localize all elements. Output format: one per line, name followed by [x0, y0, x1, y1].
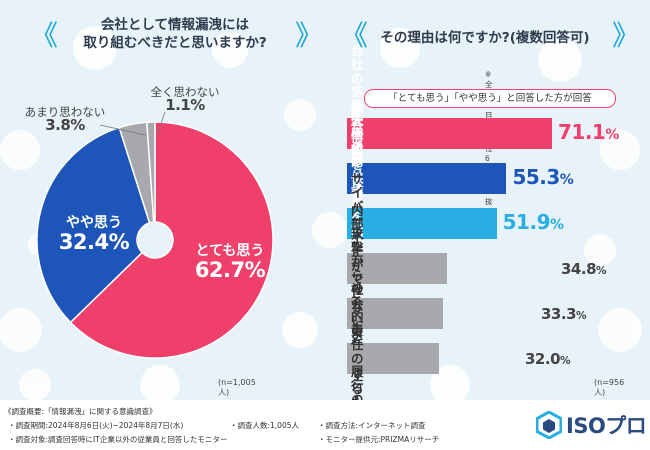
leader-line-mattaku	[156, 111, 166, 136]
pie-label-mattaku-name: 全く思わない	[150, 85, 220, 99]
bar-value-internal: 33.3%	[541, 305, 587, 323]
footer-title: 《調査概要:「情報漏洩」に関する意識調査》	[4, 407, 157, 416]
bar-value-unit: %	[596, 265, 607, 277]
pie-label-yaya: やや思う 32.4%	[44, 216, 144, 253]
left-question-title: 会社として情報漏洩には 取り組むべきだと思いますか?	[60, 17, 290, 53]
pie-label-mattaku: 全く思わない 1.1%	[140, 86, 230, 114]
bar-value-number: 32.0	[525, 350, 561, 368]
footer-period: ・調査期間:2024年8月6日(火)~2024年8月7日(水)	[8, 421, 184, 430]
pie-label-amari-name: あまり思わない	[24, 105, 106, 119]
left-question-line2: 取り組むべきだと思いますか?	[83, 34, 267, 51]
answer-condition-badge: 「とても思う」「やや思う」と回答した方が回答	[364, 89, 616, 108]
hexagon-logo-icon	[536, 411, 562, 439]
pie-slice-totemo	[69, 121, 274, 359]
bar-value-unit: %	[559, 172, 574, 188]
pie-label-totemo-name: とても思う	[195, 243, 265, 259]
bar-social	[347, 343, 440, 374]
bar-cyber	[347, 253, 448, 284]
right-panel-right-bracket-icon: 》	[612, 19, 641, 52]
pie-label-yaya-value: 32.4%	[58, 229, 130, 254]
pie-label-totemo-value: 62.7%	[194, 257, 266, 282]
right-sample-note: (n=956人)	[594, 378, 625, 397]
bar-value-customer: 55.3%	[512, 165, 573, 189]
bar-value-number: 34.8	[561, 260, 597, 278]
right-bracket-deco-icon: 》	[295, 19, 324, 52]
bar-value-social: 32.0%	[525, 350, 571, 368]
bar-value-unit: %	[576, 310, 587, 322]
bar-value-unit: %	[550, 217, 564, 233]
left-sample-note: (n=1,005人)	[218, 378, 256, 397]
footer-provider: ・モニター提供元:PRIZMAリサーチ	[318, 435, 440, 444]
left-bracket-deco-icon: 《	[30, 19, 59, 52]
bar-label-social: 社会的責任の履行のため	[351, 283, 364, 434]
bar-value-unit: %	[560, 355, 571, 367]
right-question-title: その理由は何ですか?(複数回答可)	[380, 30, 590, 46]
bar-value-number: 71.1	[558, 120, 606, 144]
bar-value-trust: 71.1%	[558, 120, 619, 144]
bar-legal	[347, 208, 497, 239]
pie-slice-yaya	[36, 126, 151, 324]
pie-label-totemo: とても思う 62.7%	[180, 244, 280, 281]
bar-value-number: 51.9	[502, 210, 551, 234]
pie-label-amari: あまり思わない 3.8%	[20, 106, 110, 134]
footer-method: ・調査方法:インターネット調査	[318, 421, 426, 430]
iso-pro-logo: ISOプロ	[536, 410, 647, 440]
footer-target: ・調査対象:調査回答時にIT企業以外の従業員と回答したモニター	[8, 435, 228, 444]
pie-label-yaya-name: やや思う	[66, 215, 122, 231]
bar-customer	[347, 163, 507, 194]
bar-value-unit: %	[605, 127, 619, 143]
left-question-line1: 会社として情報漏洩には	[100, 17, 250, 33]
survey-footer: 《調査概要:「情報漏洩」に関する意識調査》 ・調査期間:2024年8月6日(火)…	[0, 400, 650, 450]
right-panel-left-bracket-icon: 《	[340, 19, 369, 52]
pie-label-amari-value: 3.8%	[45, 116, 85, 135]
bar-value-number: 33.3	[541, 305, 577, 323]
footer-count: ・調査人数:1,005人	[230, 421, 299, 430]
bar-value-cyber: 34.8%	[561, 260, 607, 278]
bar-trust	[347, 118, 552, 149]
bar-value-legal: 51.9%	[503, 210, 564, 234]
leader-line-amari	[99, 124, 146, 136]
logo-text: ISOプロ	[566, 414, 647, 438]
pie-label-mattaku-value: 1.1%	[165, 96, 205, 115]
bar-value-number: 55.3	[512, 165, 560, 189]
bar-internal	[347, 298, 443, 329]
pie-slice-mattaku	[146, 121, 156, 223]
